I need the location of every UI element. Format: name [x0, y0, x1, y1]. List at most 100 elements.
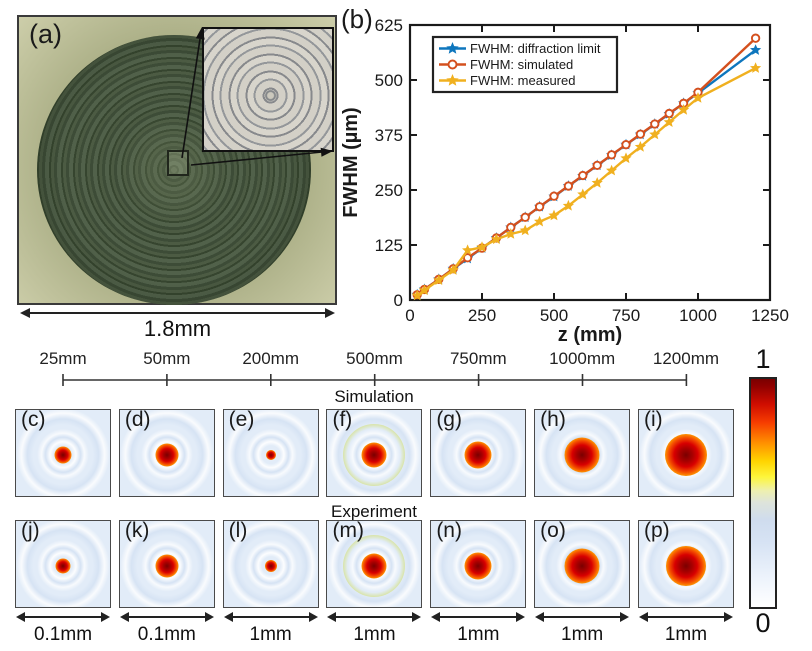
focal-spot-panel-h: (h)	[534, 409, 631, 497]
ruler-label: 750mm	[449, 349, 507, 368]
scalebar-label: 1mm	[664, 624, 708, 645]
focal-spot	[664, 433, 707, 476]
ruler-label: 200mm	[242, 349, 299, 368]
series-marker	[548, 209, 560, 221]
scalebar: 0.1mm	[119, 610, 215, 646]
scalebar-line	[538, 616, 627, 618]
ruler-label: 50mm	[143, 349, 191, 368]
series-marker	[606, 150, 617, 160]
colorbar-min-label: 0	[755, 608, 771, 638]
series-marker	[418, 284, 430, 296]
series-marker	[620, 152, 632, 164]
focal-spot-panel-i: (i)	[637, 409, 734, 497]
focal-spot-panel-f: (f)	[326, 409, 423, 497]
focal-spot	[54, 446, 72, 464]
panel-label: (k)	[124, 520, 150, 542]
focal-spot	[361, 553, 387, 579]
series-marker	[563, 181, 574, 191]
scalebar-label: 0.1mm	[33, 624, 93, 645]
scalebar-line	[330, 616, 419, 618]
series-marker	[650, 119, 660, 129]
scalebar-arrow	[638, 610, 733, 624]
scalebar: 1mm	[534, 610, 630, 646]
colorbar	[749, 377, 777, 609]
scalebar: 1mm	[430, 610, 526, 646]
experiment-panel-row: (j) (k) (l) (m) (n) (o) (p)	[15, 520, 734, 608]
x-tick-label: 1000	[679, 306, 717, 325]
focal-spot	[564, 437, 600, 473]
focal-spot	[665, 545, 706, 586]
focal-spot	[55, 558, 71, 574]
panel-label: (f)	[332, 409, 353, 431]
x-axis-label: z (mm)	[558, 324, 622, 345]
scalebar-label: 1mm	[457, 624, 500, 645]
x-tick-label: 500	[540, 306, 568, 325]
panel-a-scale-label: 1.8mm	[143, 316, 212, 341]
series-marker	[446, 74, 459, 86]
series-marker	[750, 62, 762, 73]
series-marker	[505, 228, 517, 239]
panel-a-label: (a)	[29, 19, 62, 49]
x-tick-label: 1250	[751, 306, 789, 325]
focal-spot-panel-k: (k)	[118, 520, 215, 608]
legend-label: FWHM: measured	[470, 73, 575, 88]
zone-plate-center-marker	[167, 150, 189, 176]
series-marker	[520, 212, 530, 222]
ruler-label: 1200mm	[652, 349, 720, 368]
focal-spot	[361, 442, 387, 468]
series-marker	[562, 199, 574, 211]
series-marker	[462, 253, 473, 263]
x-tick-label: 750	[612, 306, 640, 325]
y-tick-label: 125	[375, 236, 403, 255]
ruler-label: 25mm	[39, 349, 87, 368]
scalebar-arrow	[431, 610, 526, 624]
series-marker	[447, 264, 459, 275]
scalebar: 0.1mm	[15, 610, 111, 646]
distance-ruler-axis	[62, 374, 688, 386]
x-tick-label: 0	[405, 306, 414, 325]
series-marker	[578, 170, 588, 181]
scalebar-line	[19, 616, 107, 618]
panel-label: (l)	[228, 520, 248, 542]
panel-label: (j)	[21, 520, 40, 542]
series-marker	[635, 129, 646, 139]
scalebar: 1mm	[326, 610, 422, 646]
series-marker	[534, 202, 545, 212]
y-axis-label: FWHM (µm)	[340, 107, 362, 217]
series-marker	[750, 33, 761, 43]
scalebar-line	[226, 616, 315, 618]
panel-label: (m)	[332, 520, 364, 542]
ruler-label: 500mm	[346, 349, 403, 368]
experiment-title: Experiment	[331, 502, 417, 521]
panel-label: (h)	[540, 409, 566, 431]
scalebar-row: 0.1mm 0.1mm 1mm 1mm 1mm 1mm 1mm	[15, 610, 734, 646]
focal-spot-panel-l: (l)	[222, 520, 319, 608]
series-marker	[446, 42, 459, 54]
scalebar-arrow	[535, 610, 630, 624]
panel-label: (d)	[124, 409, 151, 431]
ruler-label: 1000mm	[549, 349, 616, 368]
series-line	[416, 37, 757, 296]
scalebar-label: 0.1mm	[137, 624, 196, 645]
focal-spot-panel-d: (d)	[118, 409, 215, 497]
panel-b-label: (b)	[341, 4, 373, 34]
x-tick-label: 250	[468, 306, 496, 325]
scalebar-arrow	[119, 610, 214, 624]
panel-label: (c)	[21, 409, 46, 431]
scalebar-line	[641, 616, 730, 618]
focal-spot-panel-g: (g)	[430, 409, 527, 497]
focal-spot-panel-p: (p)	[637, 520, 734, 608]
panel-a-scalebar-arrow	[20, 306, 335, 320]
scalebar-label: 1mm	[249, 624, 292, 645]
scalebar-arrow	[223, 610, 318, 624]
series-marker	[750, 44, 762, 55]
focal-spot-panel-o: (o)	[534, 520, 631, 608]
series-line	[416, 67, 757, 297]
zoom-inset-image	[202, 27, 334, 152]
series-marker	[577, 188, 589, 200]
series-marker	[549, 191, 559, 201]
series-marker	[534, 215, 546, 227]
scalebar-arrow	[16, 610, 110, 624]
series-marker	[621, 140, 631, 150]
series-marker	[606, 164, 618, 176]
